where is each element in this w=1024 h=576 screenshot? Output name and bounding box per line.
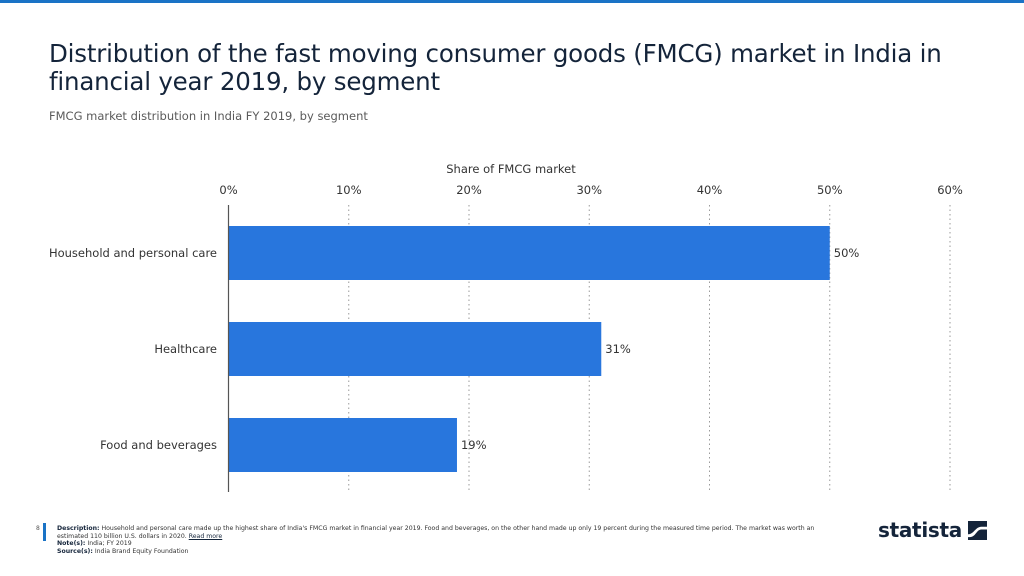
sources: Source(s): India Brand Equity Foundation [57, 548, 847, 556]
x-tick-label: 0% [219, 183, 237, 197]
x-axis-title: Share of FMCG market [446, 162, 576, 176]
sources-text: India Brand Equity Foundation [94, 547, 189, 555]
notes-label: Note(s): [57, 540, 86, 548]
data-label: 50% [834, 246, 860, 260]
chart-footer: Description: Household and personal care… [57, 525, 847, 555]
x-tick-label: 40% [697, 183, 723, 197]
bar[interactable] [228, 322, 602, 376]
description-label: Description: [57, 525, 100, 532]
category-label: Household and personal care [49, 246, 217, 260]
bar[interactable] [228, 226, 830, 280]
x-tick-label: 10% [336, 183, 362, 197]
top-accent-bar [0, 0, 1024, 3]
data-label: 19% [461, 438, 487, 452]
description-text: Household and personal care made up the … [57, 525, 815, 540]
description: Description: Household and personal care… [57, 525, 847, 540]
x-tick-label: 50% [817, 183, 843, 197]
category-label: Healthcare [154, 342, 217, 356]
x-axis-ticks: 0% 10% 20% 30% 40% 50% 60% [219, 183, 962, 197]
sources-label: Source(s): [57, 547, 93, 555]
data-label: 31% [605, 342, 631, 356]
chart-subtitle: FMCG market distribution in India FY 201… [49, 109, 368, 123]
page-accent-bar [43, 523, 46, 541]
read-more-link[interactable]: Read more [188, 532, 223, 540]
page-number: 8 [36, 525, 40, 532]
x-tick-label: 30% [576, 183, 602, 197]
x-tick-label: 60% [937, 183, 963, 197]
bar-chart: 0% 10% 20% 30% 40% 50% 60% Share of FMCG marke… [49, 162, 963, 492]
chart-title: Distribution of the fast moving consumer… [49, 39, 942, 96]
statista-logo-icon [967, 520, 987, 540]
bars [228, 226, 830, 472]
category-label: Food and beverages [100, 438, 217, 452]
bar[interactable] [228, 418, 457, 472]
statista-logo[interactable]: statista [878, 518, 987, 542]
logo-text: statista [878, 518, 962, 542]
data-labels: 50% 31% 19% [461, 246, 859, 452]
x-tick-label: 20% [456, 183, 482, 197]
category-labels: Household and personal care Healthcare Foo… [49, 246, 217, 452]
notes-text: India; FY 2019 [87, 540, 132, 548]
notes: Note(s): India; FY 2019 [57, 540, 847, 548]
